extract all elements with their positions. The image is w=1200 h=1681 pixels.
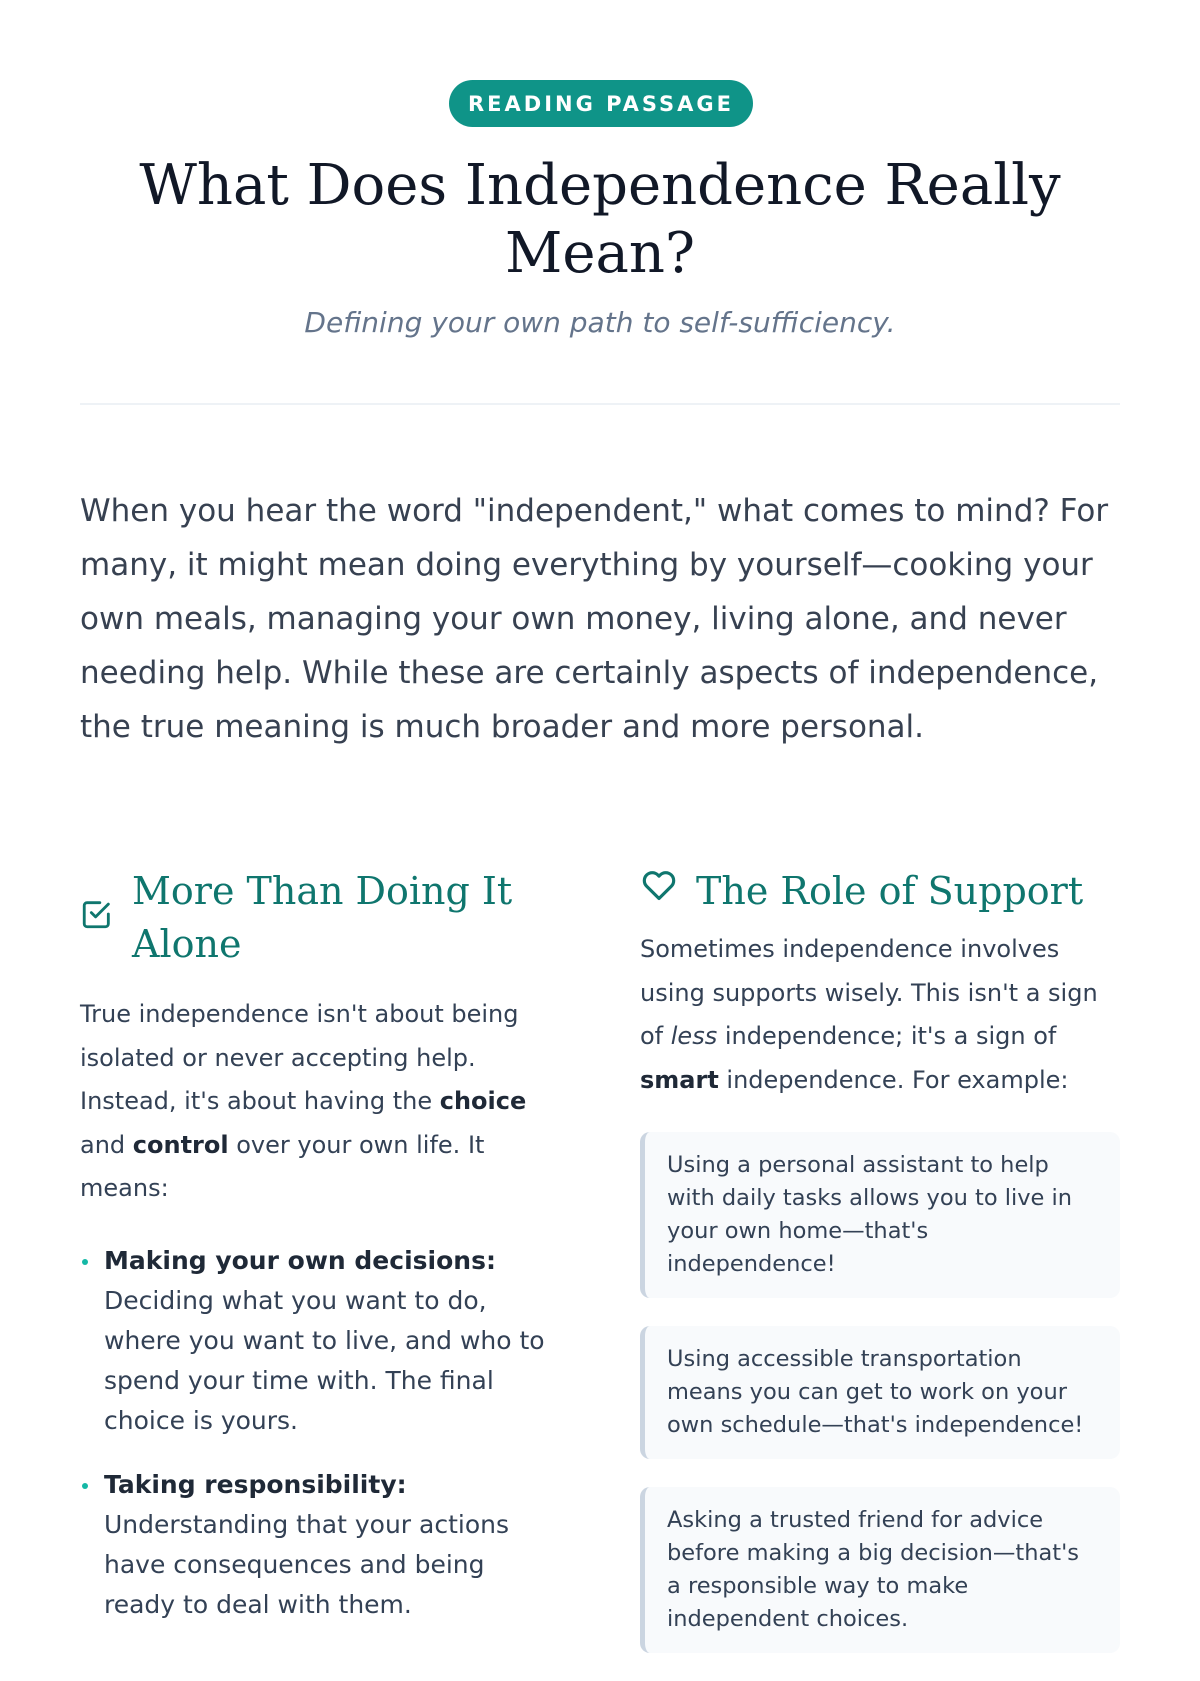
example-card: Asking a trusted friend for advice befor…: [640, 1487, 1120, 1653]
heart-icon: [640, 865, 678, 918]
intro-paragraph: When you hear the word "independent," wh…: [80, 493, 1109, 745]
reading-passage-badge: READING PASSAGE: [449, 80, 753, 127]
list-item: Making your own decisions: Deciding what…: [80, 1241, 560, 1441]
section-heading: More Than Doing It Alone: [80, 865, 560, 971]
list-item: Taking responsibility: Understanding tha…: [80, 1465, 560, 1625]
section-role-of-support: The Role of Support Sometimes independen…: [640, 865, 1120, 1681]
section-more-than-alone: More Than Doing It Alone True independen…: [80, 865, 560, 1649]
page-title: What Does Independence Really Mean?: [139, 153, 1061, 286]
checkbox-icon: [80, 892, 114, 945]
example-card: Using a personal assistant to help with …: [640, 1132, 1120, 1298]
example-card: Using accessible transportation means yo…: [640, 1326, 1120, 1459]
page-subtitle: Defining your own path to self-sufficien…: [304, 306, 896, 339]
section-paragraph: Sometimes independence involves using su…: [640, 935, 1098, 1094]
section-paragraph: True independence isn't about being isol…: [80, 1000, 527, 1202]
section-heading-text: The Role of Support: [696, 869, 1084, 913]
divider: [80, 403, 1120, 405]
section-heading: The Role of Support: [640, 865, 1120, 918]
bullet-list: Making your own decisions: Deciding what…: [80, 1241, 560, 1625]
section-heading-text: More Than Doing It Alone: [132, 869, 513, 966]
